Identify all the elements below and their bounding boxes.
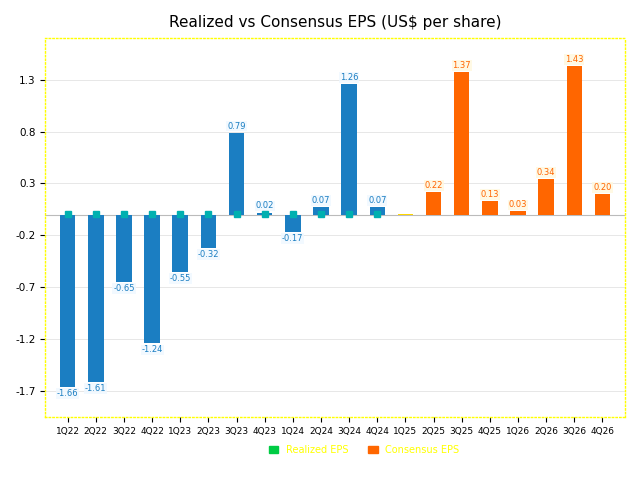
Bar bbox=[172, 215, 188, 272]
Text: 0.07: 0.07 bbox=[312, 196, 330, 205]
Bar bbox=[200, 215, 216, 248]
Bar bbox=[313, 207, 329, 215]
Text: 0.07: 0.07 bbox=[368, 196, 387, 205]
Text: -0.32: -0.32 bbox=[198, 250, 219, 259]
Title: Realized vs Consensus EPS (US$ per share): Realized vs Consensus EPS (US$ per share… bbox=[169, 15, 501, 30]
Bar bbox=[538, 179, 554, 215]
Bar bbox=[510, 212, 526, 215]
Text: 1.37: 1.37 bbox=[452, 61, 471, 70]
Text: 0.13: 0.13 bbox=[481, 190, 499, 199]
Bar bbox=[426, 192, 442, 215]
Bar bbox=[454, 73, 470, 215]
Bar bbox=[228, 133, 244, 215]
Bar bbox=[397, 214, 413, 215]
Bar bbox=[257, 213, 273, 215]
Text: -0.65: -0.65 bbox=[113, 284, 134, 293]
Bar bbox=[595, 194, 610, 215]
Bar bbox=[285, 215, 301, 232]
Bar bbox=[566, 66, 582, 215]
Bar bbox=[369, 207, 385, 215]
Text: -1.24: -1.24 bbox=[141, 345, 163, 354]
Text: 0.20: 0.20 bbox=[593, 183, 612, 192]
Bar bbox=[145, 215, 160, 343]
Bar bbox=[88, 215, 104, 382]
Bar bbox=[116, 215, 132, 282]
Text: -1.66: -1.66 bbox=[57, 389, 79, 398]
Text: 0.79: 0.79 bbox=[227, 121, 246, 131]
Text: 0.03: 0.03 bbox=[509, 201, 527, 210]
Text: 0.02: 0.02 bbox=[255, 202, 274, 211]
Legend: Realized EPS, Consensus EPS: Realized EPS, Consensus EPS bbox=[266, 442, 463, 458]
Text: -0.17: -0.17 bbox=[282, 234, 303, 243]
Text: -0.55: -0.55 bbox=[170, 274, 191, 283]
Text: 0.34: 0.34 bbox=[537, 168, 556, 177]
Text: 0.22: 0.22 bbox=[424, 181, 443, 190]
Text: 1.43: 1.43 bbox=[565, 55, 584, 64]
Text: -1.61: -1.61 bbox=[85, 384, 106, 393]
Bar bbox=[341, 84, 357, 215]
Bar bbox=[60, 215, 76, 387]
Bar bbox=[482, 201, 498, 215]
Text: 1.26: 1.26 bbox=[340, 73, 358, 82]
